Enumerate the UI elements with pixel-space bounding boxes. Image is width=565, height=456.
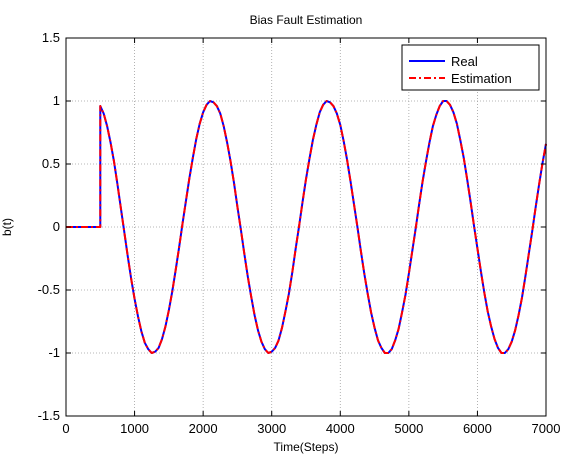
- chart-title: Bias Fault Estimation: [250, 13, 363, 27]
- x-tick-label: 6000: [463, 421, 492, 436]
- legend-label-real: Real: [451, 54, 478, 69]
- y-axis-label: b(t): [0, 218, 14, 236]
- x-tick-label: 5000: [394, 421, 423, 436]
- x-axis-label: Time(Steps): [274, 440, 339, 454]
- y-tick-label: 0.5: [42, 156, 60, 171]
- axis-ticks: [65, 37, 547, 417]
- x-tick-label: 0: [62, 421, 69, 436]
- x-tick-label: 2000: [189, 421, 218, 436]
- legend-label-estimation: Estimation: [451, 71, 512, 86]
- series-layer: [66, 100, 547, 354]
- series-line-real: [66, 100, 547, 354]
- legend-box: [401, 44, 540, 91]
- y-tick-label: -0.5: [38, 282, 60, 297]
- x-tick-label: 1000: [120, 421, 149, 436]
- y-tick-label: 1: [53, 93, 60, 108]
- x-tick-label: 4000: [326, 421, 355, 436]
- legend: Real Estimation: [401, 44, 540, 91]
- y-tick-label: -1: [48, 345, 60, 360]
- y-tick-label: -1.5: [38, 408, 60, 423]
- y-tick-label: 1.5: [42, 30, 60, 45]
- x-tick-label: 7000: [532, 421, 561, 436]
- x-tick-label: 3000: [257, 421, 286, 436]
- tick-labels: 0 1000 2000 3000 4000 5000 6000 7000 -1.5 -1 -0.5 0…: [38, 30, 561, 436]
- y-tick-label: 0: [53, 219, 60, 234]
